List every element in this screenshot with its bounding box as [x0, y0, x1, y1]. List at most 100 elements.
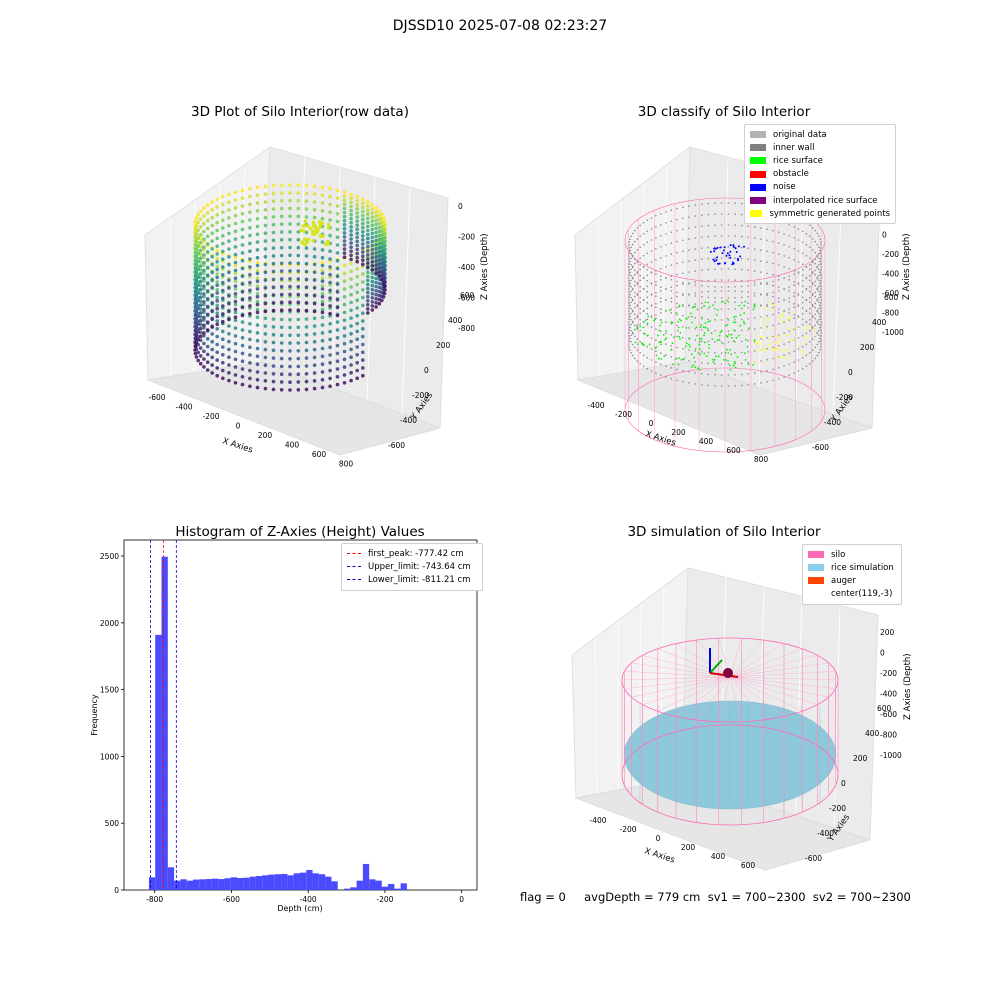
data-point: [342, 349, 347, 354]
data-point: [320, 260, 325, 265]
wall-point: [820, 252, 822, 254]
data-point: [342, 222, 347, 227]
tick-label: -600: [148, 393, 165, 402]
wall-point: [628, 335, 630, 337]
noise-point: [725, 254, 728, 257]
data-point: [296, 372, 301, 376]
data-point: [296, 341, 301, 345]
wall-point: [630, 285, 632, 288]
surface-point: [778, 356, 781, 358]
data-point: [355, 194, 359, 199]
data-point: [370, 256, 375, 260]
wall-point: [777, 378, 780, 380]
data-point: [377, 301, 382, 306]
data-point: [193, 266, 198, 271]
data-point: [248, 241, 252, 246]
wall-point: [628, 340, 630, 342]
surface-point: [717, 309, 719, 311]
data-point: [355, 255, 359, 260]
data-point: [320, 307, 325, 312]
data-point: [263, 208, 268, 212]
surface-point: [782, 315, 785, 318]
wall-point: [819, 349, 821, 351]
wall-point: [772, 357, 774, 360]
tick-label: -200: [882, 250, 899, 259]
surface-point: [768, 318, 771, 321]
wall-point: [793, 372, 795, 374]
data-point: [296, 245, 301, 250]
wall-point: [707, 224, 710, 227]
data-point: [296, 277, 301, 281]
wall-point: [634, 229, 636, 232]
wall-point: [629, 260, 631, 262]
data-point: [374, 263, 378, 267]
data-point: [198, 209, 203, 214]
data-point: [205, 211, 210, 215]
tick-label: 600: [726, 446, 741, 455]
silo-wireframe: [624, 671, 731, 678]
wall-point: [688, 260, 690, 262]
surface-point: [746, 345, 749, 348]
data-point: [288, 372, 292, 377]
wall-point: [646, 279, 649, 282]
silo-wireframe: [729, 676, 742, 722]
data-point: [361, 262, 365, 267]
wall-point: [797, 250, 800, 252]
wall-point: [740, 301, 743, 304]
wall-point: [766, 228, 768, 231]
data-point: [248, 233, 252, 238]
wall-point: [734, 352, 736, 354]
data-point: [279, 333, 284, 337]
wall-point: [753, 248, 756, 250]
data-point: [202, 271, 206, 275]
surface-point: [660, 358, 663, 360]
wall-point: [714, 341, 716, 343]
data-point: [215, 236, 219, 241]
surface-point: [745, 338, 747, 341]
data-point: [205, 328, 210, 332]
surface-point: [694, 348, 697, 350]
surface-point: [644, 333, 646, 335]
data-point: [215, 342, 219, 347]
wall-point: [682, 239, 684, 242]
data-point: [255, 255, 260, 260]
wall-point: [639, 285, 641, 288]
data-point: [271, 293, 276, 297]
surface-point: [761, 322, 764, 325]
wall-point: [642, 332, 645, 335]
data-point: [288, 364, 292, 369]
wall-point: [676, 284, 678, 287]
wall-point: [747, 247, 749, 249]
data-point: [296, 238, 301, 242]
data-point: [271, 301, 276, 305]
data-point: [227, 309, 231, 314]
data-point: [361, 254, 365, 258]
tick-label: -400: [589, 816, 606, 825]
surface-point: [688, 337, 691, 340]
wall-point: [682, 217, 684, 220]
data-point: [349, 285, 353, 289]
wall-point: [636, 249, 639, 251]
data-point: [221, 234, 225, 238]
wall-point: [628, 280, 630, 282]
data-point: [382, 260, 387, 264]
surface-point: [653, 319, 655, 322]
data-point: [221, 337, 225, 341]
surface-point: [660, 343, 662, 346]
wall-point: [734, 213, 736, 215]
wall-point: [805, 254, 808, 257]
wall-point: [772, 229, 774, 232]
data-point: [320, 263, 325, 268]
wall-point: [772, 302, 774, 305]
surface-point: [724, 359, 727, 361]
data-point: [370, 304, 375, 308]
wall-point: [772, 284, 774, 287]
wall-point: [818, 274, 820, 277]
data-point: [328, 296, 332, 300]
data-point: [320, 295, 325, 299]
histogram-bar: [243, 877, 250, 890]
wall-point: [797, 326, 800, 328]
data-point: [198, 225, 203, 229]
histogram-bar: [249, 876, 256, 890]
wall-point: [766, 380, 768, 383]
